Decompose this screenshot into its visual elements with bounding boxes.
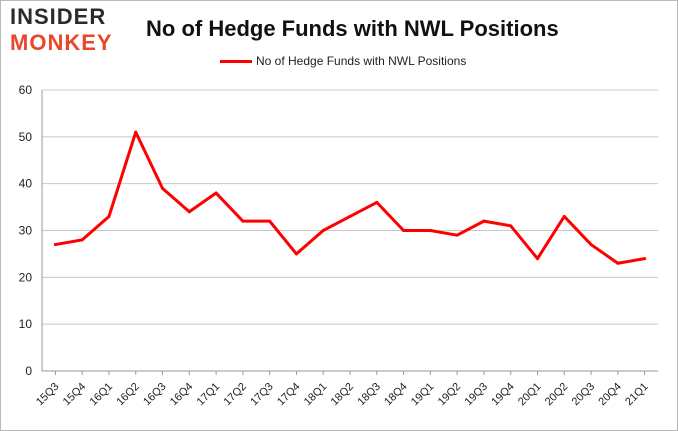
data-point <box>535 257 539 261</box>
data-point <box>589 243 593 247</box>
x-tick-label: 16Q4 <box>168 381 196 409</box>
data-point <box>214 191 218 195</box>
chart-title: No of Hedge Funds with NWL Positions <box>146 16 559 41</box>
data-point <box>509 224 513 228</box>
data-point <box>428 229 432 232</box>
legend-label: No of Hedge Funds with NWL Positions <box>256 54 467 68</box>
legend-swatch <box>220 59 252 63</box>
x-tick-label: 18Q4 <box>382 381 410 409</box>
x-tick-label: 17Q3 <box>248 381 276 409</box>
x-tick-label: 20Q4 <box>596 381 624 409</box>
data-point <box>187 210 191 214</box>
data-point <box>134 130 138 134</box>
x-tick-label: 18Q2 <box>329 381 357 409</box>
y-tick-label: 30 <box>19 224 33 238</box>
x-tick-label: 18Q1 <box>302 381 330 409</box>
logo-line-2: MONKEY <box>10 30 113 55</box>
data-point <box>294 252 298 256</box>
data-point <box>321 229 325 232</box>
x-tick-label: 18Q3 <box>355 381 383 409</box>
y-tick-label: 20 <box>19 270 33 284</box>
x-tick-label: 17Q4 <box>275 381 303 409</box>
x-tick-label: 15Q4 <box>61 381 89 409</box>
data-point <box>53 243 57 247</box>
data-point <box>616 261 620 265</box>
series-line <box>53 130 647 265</box>
y-tick-label: 10 <box>19 317 33 331</box>
x-tick-label: 16Q2 <box>114 381 142 409</box>
x-tick-label: 20Q2 <box>543 381 571 409</box>
y-tick-label: 0 <box>25 364 32 378</box>
data-point <box>241 219 245 223</box>
x-tick-label: 19Q4 <box>489 381 517 409</box>
data-point <box>80 238 84 242</box>
x-tick-label: 15Q3 <box>34 381 62 409</box>
x-tick-label: 20Q1 <box>516 381 544 409</box>
data-point <box>348 214 352 218</box>
data-point <box>562 214 566 218</box>
x-tick-label: 19Q2 <box>436 381 464 409</box>
x-tick-label: 17Q1 <box>195 381 223 409</box>
x-tick-label: 21Q1 <box>623 381 651 409</box>
x-tick-label: 17Q2 <box>221 381 249 409</box>
data-point <box>375 200 379 204</box>
data-point <box>455 233 459 237</box>
data-point <box>161 186 165 190</box>
y-tick-label: 60 <box>19 83 33 97</box>
data-point <box>402 229 406 232</box>
data-point <box>268 219 272 223</box>
y-tick-label: 40 <box>19 177 33 191</box>
x-tick-label: 19Q1 <box>409 381 437 409</box>
data-point <box>482 219 486 223</box>
insider-monkey-logo: INSIDER MONKEY <box>10 6 128 56</box>
data-point <box>107 214 111 218</box>
logo-line-1: INSIDER <box>10 4 107 29</box>
data-point <box>643 257 647 261</box>
chart-legend: No of Hedge Funds with NWL Positions <box>220 52 466 70</box>
x-tick-label: 16Q1 <box>88 381 116 409</box>
y-tick-label: 50 <box>19 130 33 144</box>
x-tick-label: 20Q3 <box>570 381 598 409</box>
x-tick-label: 16Q3 <box>141 381 169 409</box>
x-tick-label: 19Q3 <box>463 381 491 409</box>
